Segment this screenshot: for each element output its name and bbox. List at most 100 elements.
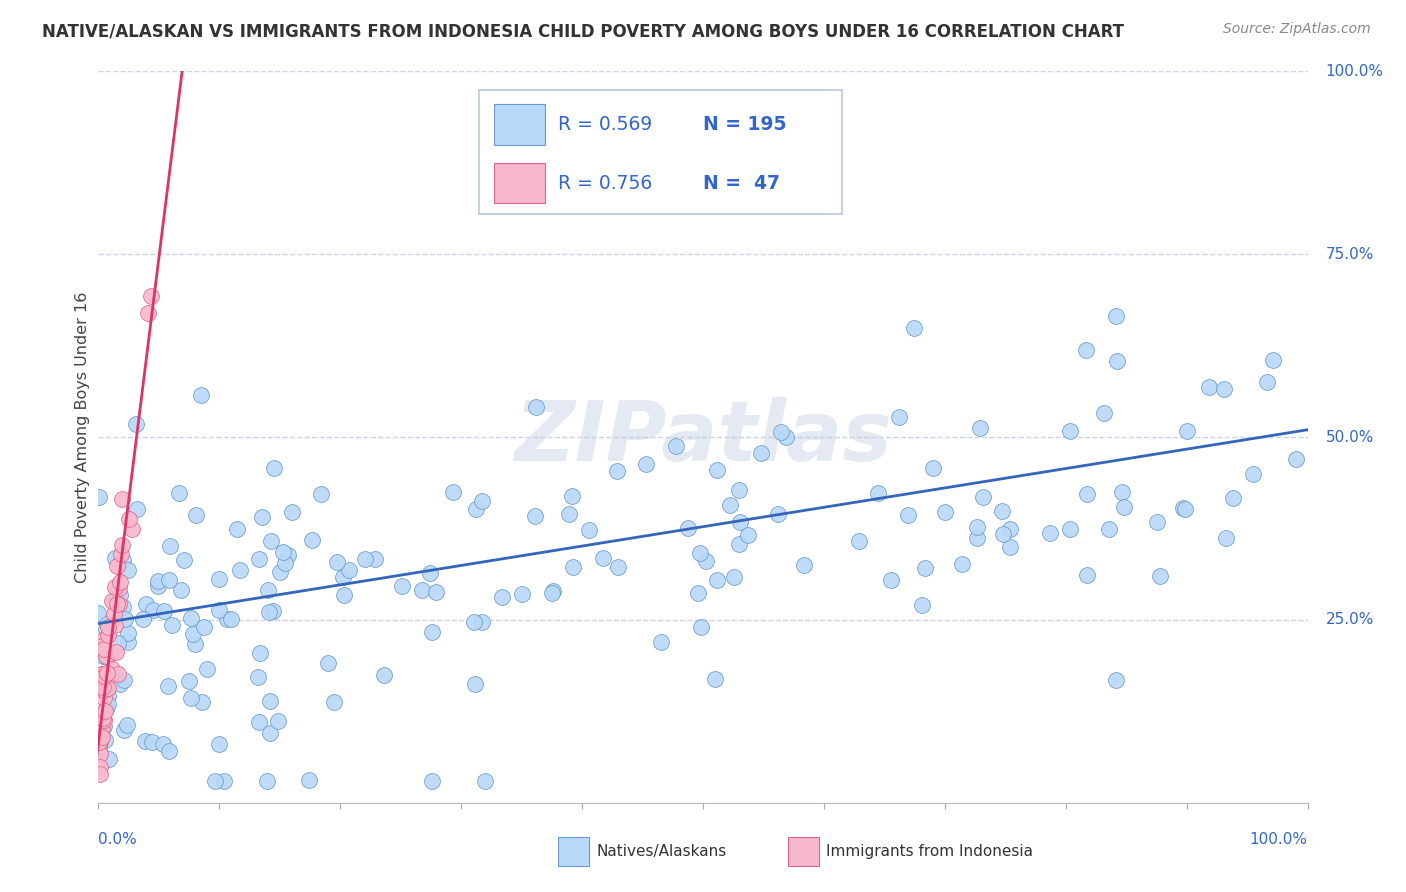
- Point: [727, 537, 749, 551]
- Text: 100.0%: 100.0%: [1250, 832, 1308, 847]
- Point: [247, 670, 270, 684]
- Point: [1105, 309, 1128, 323]
- Point: [139, 289, 162, 303]
- Point: [108, 588, 131, 602]
- Point: [689, 546, 711, 560]
- Point: [105, 645, 128, 659]
- Point: [91, 639, 114, 653]
- Point: [775, 430, 797, 444]
- Point: [91, 711, 114, 725]
- Point: [737, 528, 759, 542]
- Point: [420, 625, 443, 640]
- Point: [510, 587, 533, 601]
- Point: [117, 563, 139, 577]
- Point: [332, 570, 354, 584]
- Point: [524, 401, 547, 415]
- Point: [966, 519, 988, 533]
- Point: [159, 539, 181, 553]
- Point: [97, 620, 120, 634]
- Point: [1076, 568, 1098, 582]
- Point: [96, 650, 118, 665]
- Point: [950, 557, 973, 571]
- Text: NATIVE/ALASKAN VS IMMIGRANTS FROM INDONESIA CHILD POVERTY AMONG BOYS UNDER 16 CO: NATIVE/ALASKAN VS IMMIGRANTS FROM INDONE…: [42, 22, 1125, 40]
- Point: [207, 572, 229, 586]
- Point: [1059, 424, 1081, 438]
- Point: [770, 425, 793, 439]
- Point: [160, 618, 183, 632]
- Point: [491, 591, 513, 605]
- Point: [373, 668, 395, 682]
- Point: [419, 566, 441, 580]
- Point: [177, 673, 200, 688]
- Point: [689, 620, 711, 634]
- Point: [96, 665, 118, 680]
- Point: [1092, 406, 1115, 420]
- Point: [998, 522, 1021, 536]
- Point: [204, 773, 226, 788]
- Point: [98, 647, 121, 661]
- Text: R = 0.756: R = 0.756: [558, 174, 652, 193]
- Point: [104, 550, 127, 565]
- Point: [89, 766, 111, 780]
- Point: [464, 501, 486, 516]
- Point: [157, 744, 180, 758]
- Point: [695, 554, 717, 568]
- Point: [664, 439, 686, 453]
- Text: Immigrants from Indonesia: Immigrants from Indonesia: [827, 845, 1033, 859]
- Text: 100.0%: 100.0%: [1326, 64, 1384, 78]
- Text: N =  47: N = 47: [703, 174, 780, 193]
- Point: [96, 617, 118, 632]
- Point: [259, 726, 281, 740]
- Point: [117, 717, 139, 731]
- Point: [557, 508, 579, 522]
- Point: [1149, 569, 1171, 583]
- Point: [87, 606, 110, 620]
- Point: [191, 695, 214, 709]
- Point: [183, 637, 205, 651]
- Point: [89, 741, 111, 756]
- Point: [225, 522, 247, 536]
- Point: [228, 563, 250, 577]
- Point: [998, 540, 1021, 554]
- Text: ZIPatlas: ZIPatlas: [515, 397, 891, 477]
- Point: [167, 486, 190, 500]
- Point: [190, 388, 212, 402]
- Point: [991, 526, 1014, 541]
- Point: [911, 599, 934, 613]
- Point: [323, 695, 346, 709]
- Point: [541, 586, 564, 600]
- Text: Natives/Alaskans: Natives/Alaskans: [596, 845, 727, 859]
- Point: [104, 595, 127, 609]
- Point: [728, 515, 751, 529]
- Point: [89, 747, 111, 762]
- Bar: [558, 838, 589, 866]
- Point: [117, 625, 139, 640]
- Point: [93, 691, 115, 706]
- Point: [89, 735, 111, 749]
- Bar: [494, 163, 544, 203]
- Point: [848, 533, 870, 548]
- Point: [249, 714, 271, 729]
- Point: [96, 702, 118, 716]
- Point: [101, 594, 124, 608]
- Bar: [494, 104, 544, 145]
- Point: [749, 446, 772, 460]
- Point: [309, 486, 332, 500]
- Point: [966, 531, 988, 545]
- Point: [89, 490, 111, 504]
- Point: [578, 524, 600, 538]
- Point: [87, 732, 110, 747]
- Point: [1098, 522, 1121, 536]
- Point: [969, 420, 991, 434]
- Point: [93, 642, 115, 657]
- Point: [1173, 501, 1195, 516]
- Point: [269, 565, 291, 579]
- Point: [1215, 531, 1237, 545]
- Point: [250, 510, 273, 524]
- Point: [411, 582, 433, 597]
- Point: [195, 662, 218, 676]
- Point: [903, 321, 925, 335]
- Point: [135, 597, 157, 611]
- Point: [337, 562, 360, 576]
- Point: [1076, 486, 1098, 500]
